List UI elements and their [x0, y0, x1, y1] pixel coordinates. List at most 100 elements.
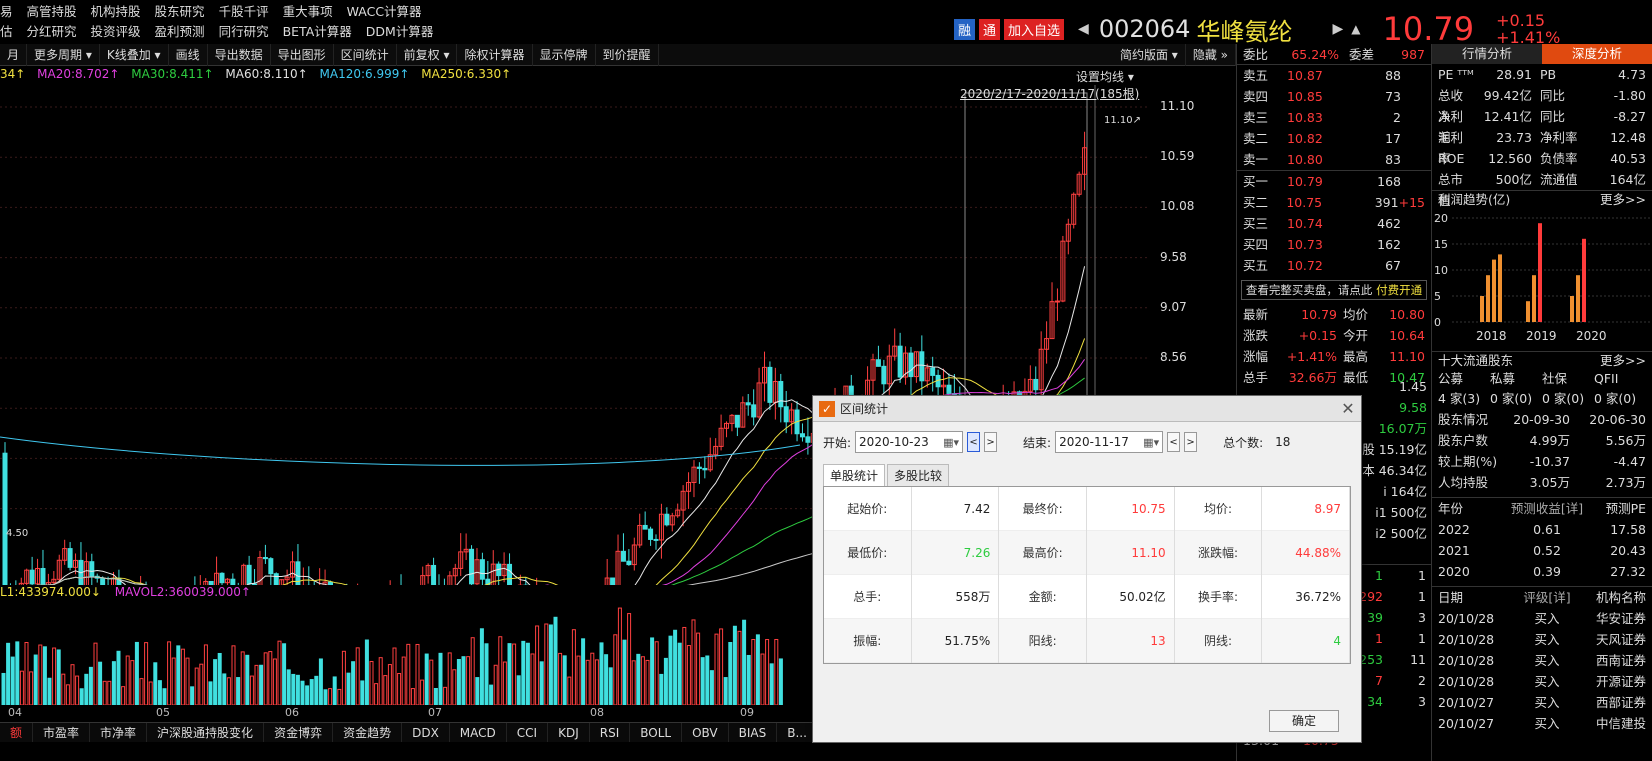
end-prev-button[interactable]: < — [1167, 432, 1181, 452]
holders-more-link[interactable]: 更多>> — [1600, 353, 1646, 368]
indicator-tab[interactable]: 资金趋势 — [333, 723, 403, 742]
toolbar-item[interactable]: 显示停牌 — [533, 43, 596, 66]
indicator-tab[interactable]: 市盈率 — [33, 723, 91, 742]
indicator-tab[interactable]: BOLL — [630, 723, 683, 742]
indicator-tab[interactable]: DDX — [402, 723, 450, 742]
indicator-tab[interactable]: OBV — [682, 723, 729, 742]
toolbar-item[interactable]: K线叠加 ▾ — [100, 43, 169, 66]
indicator-tab[interactable]: CCI — [507, 723, 549, 742]
volume-bar — [700, 657, 705, 706]
profit-more-link[interactable]: 更多>> — [1600, 192, 1646, 207]
stat-partial: i 164亿 — [1383, 484, 1427, 499]
nav-item[interactable]: 盈利预测 — [154, 23, 205, 39]
buy-level[interactable]: 买三 10.74 462 — [1237, 213, 1431, 234]
set-ma-button[interactable]: 设置均线 ▾ — [1076, 70, 1134, 84]
nav-item[interactable]: WACC计算器 — [346, 3, 422, 19]
end-date-input[interactable]: 2020-11-17 ▦▾ — [1055, 431, 1164, 453]
kline-candle — [1049, 301, 1055, 340]
indicator-tab[interactable]: KDJ — [548, 723, 590, 742]
end-next-button[interactable]: > — [1184, 432, 1198, 452]
sell-level[interactable]: 卖三 10.83 2 — [1237, 107, 1431, 128]
nav-item[interactable]: 同行研究 — [218, 23, 269, 39]
toolbar-item[interactable]: 画线 — [169, 43, 208, 66]
add-watchlist-button[interactable]: 加入自选 — [1004, 18, 1065, 40]
calendar-dropdown-icon[interactable]: ▦▾ — [1143, 435, 1160, 449]
volume-bar — [558, 652, 563, 706]
nav-item[interactable]: BETA计算器 — [282, 23, 352, 39]
nav-item[interactable]: 千股千评 — [218, 3, 269, 19]
nav-item[interactable]: 高管持股 — [26, 3, 77, 19]
prev-stock-icon[interactable]: ◀ — [1078, 21, 1089, 37]
toolbar-item[interactable]: 到价提醒 — [596, 43, 659, 66]
table-cell: 中信建投 — [1595, 716, 1646, 731]
pin-icon[interactable]: ▲ — [1351, 22, 1361, 36]
table-cell: 2022 — [1438, 522, 1470, 537]
kline-candle — [729, 414, 735, 424]
sell-level[interactable]: 卖一 10.80 83 — [1237, 149, 1431, 170]
toolbar-item[interactable]: 区间统计 — [334, 43, 397, 66]
dialog-titlebar[interactable]: ✓ 区间统计 ✕ — [813, 396, 1361, 422]
toolbar-item[interactable]: 导出数据 — [208, 43, 271, 66]
toolbar-item[interactable]: 更多周期 ▾ — [27, 43, 100, 66]
holder-type[interactable]: 社保 — [1542, 371, 1568, 386]
simple-layout-button[interactable]: 简约版面 ▾ — [1113, 43, 1186, 66]
range-label: 2020/2/17-2020/11/17(185根) — [960, 87, 1140, 101]
tab-market-analysis[interactable]: 行情分析 — [1432, 44, 1542, 64]
profit-trend-title: 利润趋势(亿) — [1438, 192, 1511, 207]
stats-label: 金额: — [999, 574, 1087, 619]
pay-link[interactable]: 付费开通 — [1376, 283, 1423, 297]
volume-bar — [778, 658, 783, 706]
start-date-input[interactable]: 2020-10-23 ▦▾ — [855, 431, 964, 453]
tab-deep-analysis[interactable]: 深度分析 — [1542, 44, 1652, 64]
nav-item[interactable]: 投资评级 — [90, 23, 141, 39]
table-cell: 西部证券 — [1595, 695, 1646, 710]
nav-item[interactable]: 估 — [0, 23, 13, 39]
sell-level[interactable]: 卖五 10.87 88 — [1237, 65, 1431, 86]
toolbar-item[interactable]: 导出图形 — [271, 43, 334, 66]
indicator-tab[interactable]: 市净率 — [90, 723, 148, 742]
kline-candle — [642, 524, 648, 530]
nav-item[interactable]: 分红研究 — [26, 23, 77, 39]
buy-level[interactable]: 买四 10.73 162 — [1237, 234, 1431, 255]
indicator-tab[interactable]: 资金博弈 — [264, 723, 334, 742]
full-book-link[interactable]: 查看完整买卖盘，请点此 付费开通 — [1241, 280, 1427, 300]
buy-level[interactable]: 买一 10.79 168 — [1237, 171, 1431, 192]
nav-item[interactable]: 易 — [0, 3, 13, 19]
holder-type[interactable]: 公募 — [1438, 371, 1464, 386]
stats-row: 起始价: 7.42 最终价: 10.75 均价: 8.97 — [824, 486, 1351, 531]
next-stock-icon[interactable]: ▶ — [1332, 21, 1344, 37]
indicator-tab[interactable]: 沪深股通持股变化 — [147, 723, 265, 742]
tab-single-stock[interactable]: 单股统计 — [823, 464, 886, 486]
volume-bar — [374, 683, 379, 706]
sell-level[interactable]: 卖二 10.82 17 — [1237, 128, 1431, 149]
buy-level[interactable]: 买二 10.75 391 +15 — [1237, 192, 1431, 213]
calendar-dropdown-icon[interactable]: ▦▾ — [943, 435, 960, 449]
toolbar-item[interactable]: 前复权 ▾ — [397, 43, 458, 66]
ok-button[interactable]: 确定 — [1269, 710, 1339, 732]
volume-chart[interactable] — [0, 600, 1236, 706]
start-prev-button[interactable]: < — [967, 432, 981, 452]
toolbar-item[interactable]: 月 — [0, 43, 28, 66]
nav-item[interactable]: 机构持股 — [90, 3, 141, 19]
tong-tag[interactable]: 通 — [979, 18, 1001, 40]
column-header: 预测PE — [1605, 501, 1646, 516]
tab-multi-compare[interactable]: 多股比较 — [887, 464, 950, 486]
holder-type[interactable]: 私募 — [1490, 371, 1516, 386]
holder-type[interactable]: QFII — [1594, 371, 1619, 386]
indicator-tab[interactable]: 额 — [0, 723, 34, 742]
nav-item[interactable]: 重大事项 — [282, 3, 333, 19]
sell-level[interactable]: 卖四 10.85 73 — [1237, 86, 1431, 107]
nav-item[interactable]: DDM计算器 — [365, 23, 434, 39]
buy-level[interactable]: 买五 10.72 67 — [1237, 255, 1431, 276]
rong-tag[interactable]: 融 — [954, 18, 976, 40]
indicator-tab[interactable]: MACD — [450, 723, 507, 742]
volume-bar — [249, 675, 254, 706]
start-next-button[interactable]: > — [984, 432, 998, 452]
indicator-tab[interactable]: BIAS — [729, 723, 778, 742]
indicator-tab[interactable]: RSI — [590, 723, 631, 742]
toolbar-item[interactable]: 除权计算器 — [457, 43, 533, 66]
hide-button[interactable]: 隐藏 » — [1186, 43, 1236, 66]
nav-item[interactable]: 股东研究 — [154, 3, 205, 19]
close-icon[interactable]: ✕ — [1341, 399, 1355, 418]
